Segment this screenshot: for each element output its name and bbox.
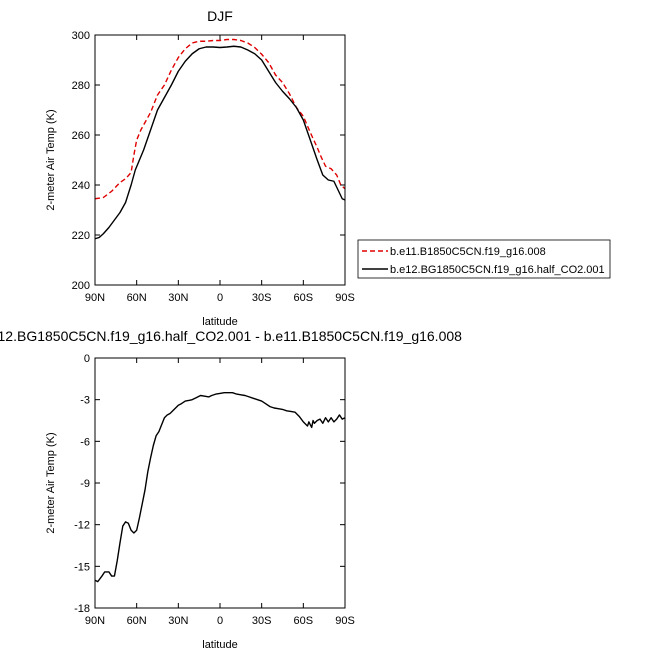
y-tick-label-top-0: 200 (72, 280, 90, 292)
series-line-bottom-0 (94, 392, 346, 583)
x-tick-label-bottom-0: 90N (85, 615, 105, 627)
chart-title-bottom: b.e12.BG1850C5CN.f19_g16.half_CO2.001 - … (0, 328, 462, 344)
y-tick-label-bottom-6: 0 (84, 353, 90, 365)
y-tick-label-top-1: 220 (72, 230, 90, 242)
x-tick-label-top-4: 30S (252, 292, 272, 304)
top-panel: DJF 2-meter Air Temp (K) latitude 200 220… (45, 8, 355, 328)
plot-frame-top (94, 34, 346, 286)
x-tick-label-top-1: 60N (127, 292, 147, 304)
legend-label-2: b.e12.BG1850C5CN.f19_g16.half_CO2.001 (390, 264, 605, 276)
x-tick-label-top-6: 90S (335, 292, 355, 304)
x-tick-label-bottom-5: 60S (294, 615, 314, 627)
x-tick-label-top-5: 60S (294, 292, 314, 304)
y-tick-label-top-4: 280 (72, 80, 90, 92)
series-line-top-0 (94, 38, 346, 200)
x-tick-label-top-2: 30N (168, 292, 188, 304)
y-tick-label-top-5: 300 (72, 30, 90, 42)
y-tick-label-bottom-4: -6 (80, 436, 90, 448)
legend-label-1: b.e11.B1850C5CN.f19_g16.008 (390, 246, 546, 258)
y-tick-label-bottom-3: -9 (80, 478, 90, 490)
y-tick-label-bottom-2: -12 (74, 520, 90, 532)
bottom-panel: b.e12.BG1850C5CN.f19_g16.half_CO2.001 - … (0, 328, 462, 651)
x-tick-label-bottom-6: 90S (335, 615, 355, 627)
y-tick-label-top-3: 260 (72, 130, 90, 142)
y-tick-label-bottom-5: -3 (80, 395, 90, 407)
y-axis-label-top: 2-meter Air Temp (K) (45, 109, 57, 210)
y-tick-label-top-2: 240 (72, 180, 90, 192)
x-tick-label-bottom-4: 30S (252, 615, 272, 627)
x-tick-label-bottom-3: 0 (217, 615, 223, 627)
x-axis-label-bottom: latitude (202, 639, 237, 651)
x-axis-label-top: latitude (202, 316, 237, 328)
legend-box (357, 239, 611, 279)
series-line-top-1 (94, 45, 346, 240)
x-tick-label-bottom-1: 60N (127, 615, 147, 627)
x-tick-label-top-0: 90N (85, 292, 105, 304)
y-tick-label-bottom-0: -18 (74, 603, 90, 615)
y-tick-label-bottom-1: -15 (74, 561, 90, 573)
legend: b.e11.B1850C5CN.f19_g16.008 b.e12.BG1850… (357, 239, 611, 279)
y-axis-label-bottom: 2-meter Air Temp (K) (45, 432, 57, 533)
x-tick-label-bottom-2: 30N (168, 615, 188, 627)
x-tick-label-top-3: 0 (217, 292, 223, 304)
chart-title-top: DJF (207, 8, 233, 24)
plot-frame-bottom (94, 357, 346, 609)
